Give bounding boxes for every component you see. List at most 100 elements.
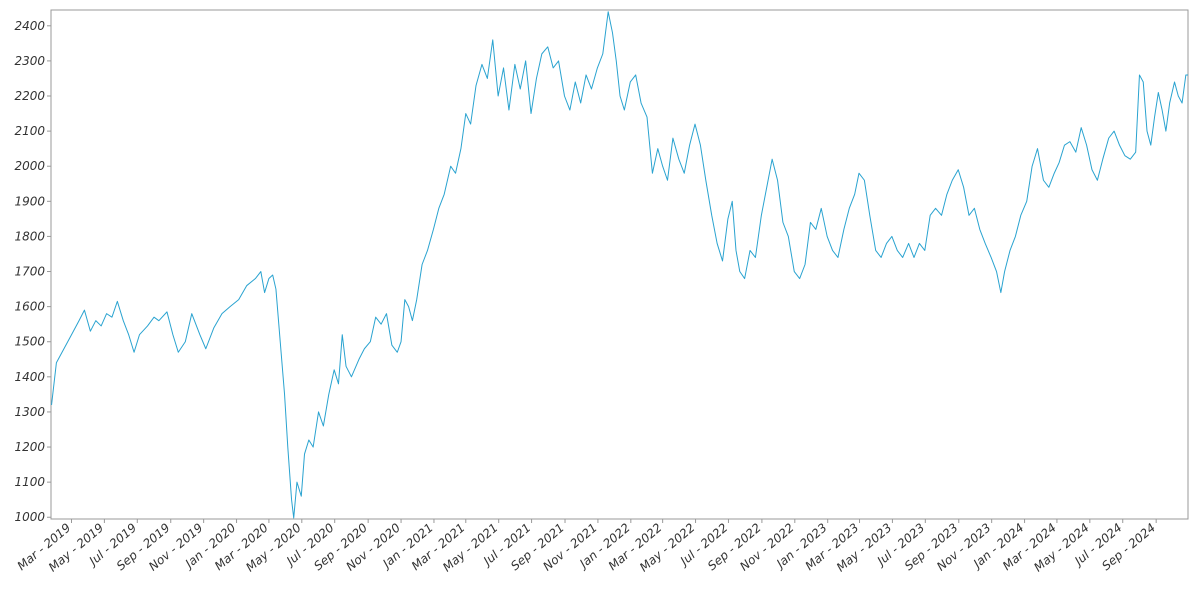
data-point — [1164, 130, 1167, 133]
data-point — [153, 316, 156, 319]
data-point — [557, 59, 560, 62]
data-point — [607, 10, 610, 13]
data-point — [345, 365, 348, 368]
data-point — [694, 123, 697, 126]
data-point — [502, 66, 505, 69]
data-point — [303, 453, 306, 456]
data-point — [363, 347, 366, 350]
data-point — [491, 38, 494, 41]
data-point — [1187, 73, 1190, 76]
data-point — [918, 242, 921, 245]
data-point — [957, 168, 960, 171]
data-point — [190, 312, 193, 315]
data-point — [546, 45, 549, 48]
data-point — [1036, 147, 1039, 150]
data-point — [497, 95, 500, 98]
data-point — [165, 310, 168, 313]
data-point — [962, 186, 965, 189]
data-point — [836, 256, 839, 259]
data-point — [357, 358, 360, 361]
data-point — [984, 242, 987, 245]
data-point — [62, 347, 65, 350]
y-tick-label: 2000 — [14, 159, 45, 173]
data-point — [184, 340, 187, 343]
data-point — [973, 207, 976, 210]
data-point — [279, 340, 282, 343]
data-point — [70, 333, 73, 336]
data-point — [337, 382, 340, 385]
data-point — [1090, 168, 1093, 171]
data-point — [1009, 249, 1012, 252]
data-point — [874, 249, 877, 252]
data-point — [403, 298, 406, 301]
data-point — [454, 172, 457, 175]
data-point — [1003, 270, 1006, 273]
data-point — [322, 424, 325, 427]
data-point — [585, 73, 588, 76]
data-point — [640, 102, 643, 105]
data-point — [271, 274, 274, 277]
data-point — [274, 288, 277, 291]
series-line — [51, 11, 1188, 519]
y-tick-label: 1500 — [14, 335, 45, 349]
data-point — [1129, 158, 1132, 161]
data-point — [540, 52, 543, 55]
data-point — [749, 249, 752, 252]
data-point — [1019, 214, 1022, 217]
data-point — [396, 351, 399, 354]
data-point — [951, 179, 954, 182]
data-point — [552, 66, 555, 69]
data-point — [619, 95, 622, 98]
data-point — [254, 277, 257, 280]
data-point — [809, 221, 812, 224]
data-point — [1107, 137, 1110, 140]
y-tick-label: 1900 — [14, 194, 45, 208]
data-point — [415, 298, 418, 301]
data-point — [814, 228, 817, 231]
data-point — [995, 270, 998, 273]
data-point — [1113, 130, 1116, 133]
y-tick-label: 1300 — [14, 405, 45, 419]
data-point — [820, 207, 823, 210]
data-point — [380, 323, 383, 326]
y-tick-label: 1700 — [14, 265, 45, 279]
data-point — [212, 326, 215, 329]
data-point — [290, 498, 293, 501]
data-point — [198, 333, 201, 336]
data-point — [1063, 144, 1066, 147]
data-point — [411, 319, 414, 322]
data-point — [237, 298, 240, 301]
data-point — [307, 439, 310, 442]
data-point — [385, 312, 388, 315]
data-point — [333, 368, 336, 371]
data-point — [317, 410, 320, 413]
data-point — [1085, 144, 1088, 147]
data-point — [721, 259, 724, 262]
data-point — [110, 316, 113, 319]
data-point — [426, 249, 429, 252]
data-point — [1123, 154, 1126, 157]
data-point — [885, 242, 888, 245]
y-tick-label: 1200 — [14, 440, 45, 454]
data-point — [880, 256, 883, 259]
data-point — [901, 256, 904, 259]
data-point — [798, 277, 801, 280]
y-tick-label: 1600 — [14, 300, 45, 314]
data-point — [634, 73, 637, 76]
data-point — [842, 228, 845, 231]
data-point — [267, 277, 270, 280]
data-point — [245, 284, 248, 287]
data-point — [853, 193, 856, 196]
data-point — [459, 147, 462, 150]
data-point — [710, 214, 713, 217]
data-point — [1161, 109, 1164, 112]
data-point — [341, 333, 344, 336]
data-point — [890, 235, 893, 238]
data-point — [771, 158, 774, 161]
data-point — [50, 403, 53, 406]
data-point — [116, 300, 119, 303]
data-point — [1080, 126, 1083, 129]
data-point — [754, 256, 757, 259]
data-point — [923, 249, 926, 252]
data-point — [787, 235, 790, 238]
